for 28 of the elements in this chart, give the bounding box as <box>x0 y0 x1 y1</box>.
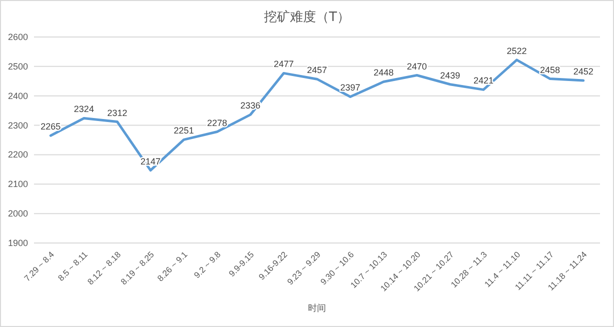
data-label: 2477 <box>274 59 294 70</box>
data-label: 2312 <box>107 108 128 118</box>
x-tick-label: 7.29 ~ 8.4 <box>22 249 56 284</box>
y-tick-label: 2300 <box>8 120 28 130</box>
data-label: 2457 <box>306 65 328 76</box>
data-label: 2452 <box>573 66 594 77</box>
data-label: 2324 <box>74 104 94 114</box>
y-tick-label: 1900 <box>8 238 28 248</box>
data-label: 2278 <box>207 118 228 128</box>
y-tick-label: 2600 <box>8 32 28 42</box>
data-label: 2397 <box>340 82 360 93</box>
data-label: 2421 <box>473 76 494 86</box>
y-tick-label: 2000 <box>8 208 28 219</box>
y-tick-label: 2500 <box>8 61 28 72</box>
y-tick-label: 2100 <box>8 179 28 190</box>
data-label: 2448 <box>374 68 394 78</box>
x-axis-title: 时间 <box>308 303 326 314</box>
data-label: 2458 <box>540 64 560 75</box>
chart-title: 挖矿难度（T） <box>264 9 350 25</box>
y-tick-label: 2200 <box>8 150 28 160</box>
x-tick-label: 8.26 ~ 9.1 <box>155 249 190 284</box>
y-tick-label: 2400 <box>8 90 28 101</box>
data-label: 2522 <box>506 46 527 56</box>
data-label: 2439 <box>440 70 460 80</box>
x-tick-label: 9.2 ~ 9.8 <box>192 249 223 280</box>
data-label: 2251 <box>174 126 194 136</box>
data-label: 2470 <box>406 61 427 72</box>
data-label: 2265 <box>40 122 61 132</box>
